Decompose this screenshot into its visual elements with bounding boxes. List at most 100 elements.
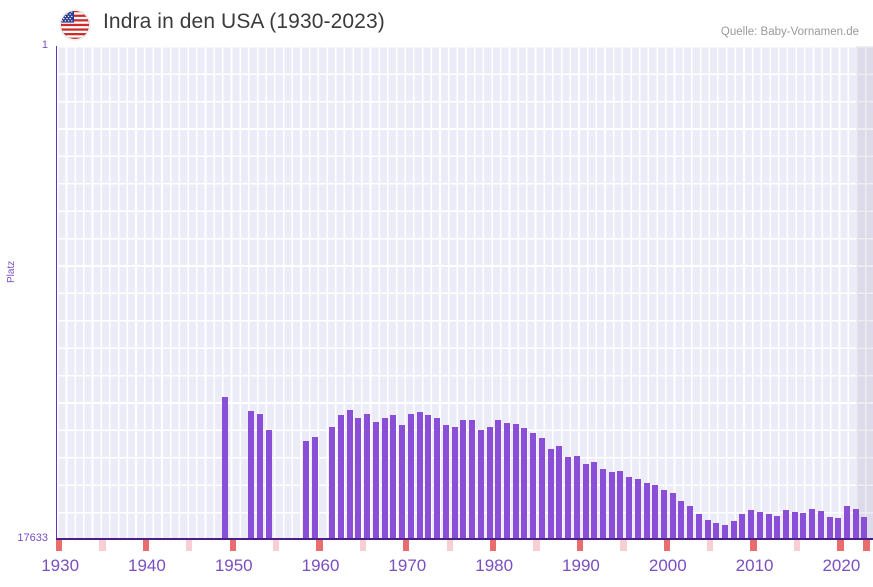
x-tick-major-1950 [229,540,236,551]
bar-2022[interactable] [861,517,868,538]
x-tick-major-1970 [403,540,410,551]
bar-2021[interactable] [853,509,860,538]
bar-1983[interactable] [521,428,528,538]
bar-1988[interactable] [565,457,572,538]
bar-2020[interactable] [844,506,851,538]
bar-1995[interactable] [626,477,633,538]
x-axis-label-1980: 1980 [475,556,514,575]
x-axis-label-1960: 1960 [301,556,340,575]
bar-1963[interactable] [347,410,354,538]
bar-1969[interactable] [399,425,406,538]
x-tick-minor-1965 [359,540,367,551]
x-tick-major-1940 [142,540,150,551]
x-tick-major-1980 [490,540,497,551]
bar-1949[interactable] [222,397,229,538]
bar-1992[interactable] [600,469,607,538]
us-flag-icon [60,10,90,40]
x-axis-labels: 1930 1940 1950 1960 1970 1980 1990 2000 2010 2020 [0,556,873,586]
x-axis-label-1940: 1940 [128,556,166,575]
bar-1997[interactable] [644,483,651,538]
bar-1973[interactable] [434,418,441,538]
y-axis: Platz 1 17633 [0,0,56,587]
x-axis-label-2000: 2000 [648,556,687,575]
plot-canvas [57,46,873,538]
y-axis-tick-top: 1 [41,39,48,51]
bar-1980[interactable] [495,420,502,538]
bar-1964[interactable] [355,418,362,538]
bar-2013[interactable] [783,510,790,538]
bar-1972[interactable] [425,415,432,538]
bar-1991[interactable] [591,462,598,538]
bar-1966[interactable] [373,422,380,538]
bar-1986[interactable] [548,449,555,538]
bar-1970[interactable] [408,414,415,538]
bar-1958[interactable] [303,441,310,538]
x-tick-major-1960 [316,540,323,551]
bar-2008[interactable] [739,514,746,538]
bar-1961[interactable] [329,427,336,538]
bar-2002[interactable] [687,506,694,538]
x-tick-minor-1985 [533,540,540,551]
bar-1981[interactable] [504,423,511,538]
bar-1984[interactable] [530,433,537,538]
x-tick-minor-1995 [620,540,627,551]
bar-1952[interactable] [248,411,255,538]
x-tick-major-2023 [863,540,870,551]
bar-1996[interactable] [635,479,642,538]
x-tick-major-1930 [56,540,63,551]
bar-1999[interactable] [661,490,668,538]
bar-2016[interactable] [809,509,816,538]
bar-1993[interactable] [609,472,616,538]
bar-2001[interactable] [678,501,685,538]
x-tick-minor-1975 [446,540,453,551]
bar-2007[interactable] [731,521,738,538]
bar-1953[interactable] [257,414,264,538]
plot-area [56,46,873,540]
x-tick-minor-1945 [186,540,193,551]
bar-1959[interactable] [312,437,319,538]
bar-1965[interactable] [364,414,371,538]
x-axis-label-2020: 2020 [822,556,861,575]
y-axis-tick-bottom: 17633 [17,532,48,544]
page-title: Indra in den USA (1930-2023) [103,10,385,33]
bar-1967[interactable] [382,418,389,538]
bar-2004[interactable] [705,520,712,538]
bar-1974[interactable] [443,425,450,538]
bar-1976[interactable] [460,420,467,538]
x-axis-label-1930: 1930 [41,556,80,575]
x-tick-major-2020 [837,540,844,551]
bar-1978[interactable] [478,430,485,538]
bar-2018[interactable] [827,517,834,538]
bar-2015[interactable] [800,513,807,538]
source-attribution: Quelle: Baby-Vornamen.de [720,26,859,38]
bar-1977[interactable] [469,420,476,538]
bar-1979[interactable] [487,427,494,538]
bar-2005[interactable] [713,523,720,538]
x-tick-minor-2015 [793,540,801,551]
bar-2017[interactable] [818,511,825,538]
x-axis-label-1950: 1950 [214,556,253,575]
bar-1985[interactable] [539,438,546,538]
x-axis-label-1990: 1990 [562,556,600,575]
bar-1982[interactable] [513,424,520,538]
bar-2012[interactable] [774,516,781,538]
bar-1998[interactable] [652,485,659,538]
bar-2011[interactable] [766,514,773,538]
bar-1990[interactable] [583,464,590,538]
bar-1962[interactable] [338,415,345,538]
bar-2019[interactable] [835,518,842,538]
bar-2003[interactable] [696,514,703,538]
bar-1987[interactable] [556,446,563,538]
bar-1989[interactable] [574,456,581,538]
bar-1975[interactable] [452,427,459,538]
bar-2000[interactable] [670,493,677,538]
bar-2010[interactable] [757,512,764,538]
bar-1954[interactable] [266,430,273,538]
future-highlight-band [855,46,873,538]
bar-2009[interactable] [748,510,755,538]
bar-2014[interactable] [792,512,799,538]
bar-1971[interactable] [417,412,424,538]
bar-2006[interactable] [722,525,729,538]
bar-1968[interactable] [390,415,397,538]
bar-1994[interactable] [617,471,624,538]
